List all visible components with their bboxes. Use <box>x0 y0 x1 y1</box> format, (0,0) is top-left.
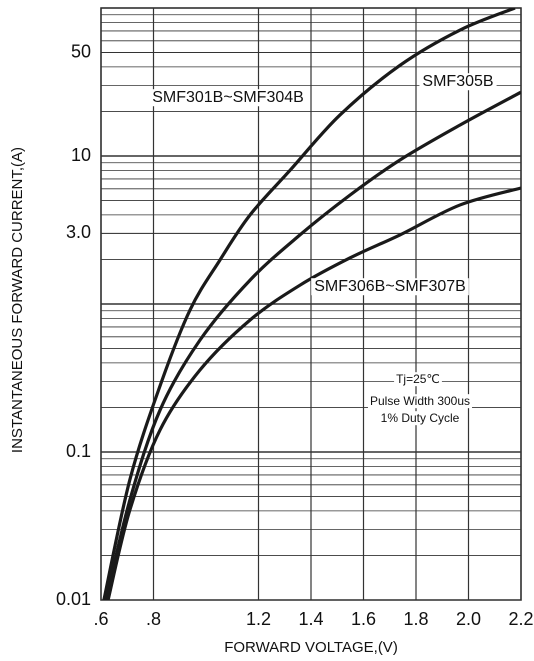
x-tick-label: .6 <box>93 609 108 629</box>
label-bg <box>378 411 462 426</box>
annotation: 1% Duty Cycle <box>381 411 460 425</box>
x-tick-label: 1.2 <box>246 609 271 629</box>
curve <box>106 186 521 600</box>
x-tick-label: 1.8 <box>403 609 428 629</box>
x-axis-label: FORWARD VOLTAGE,(V) <box>224 639 398 656</box>
label-bg <box>367 394 473 409</box>
y-tick-label: 3.0 <box>66 222 91 242</box>
curve <box>104 90 521 600</box>
label-bg <box>394 372 442 387</box>
series-label: SMF306B~SMF307B <box>314 278 466 295</box>
x-tick-label: 2.0 <box>456 609 481 629</box>
series-label: SMF301B~SMF304B <box>152 89 304 106</box>
y-tick-label: 10 <box>71 145 91 165</box>
y-axis-label: INSTANTANEOUS FORWARD CURRENT,(A) <box>9 147 26 453</box>
label-bg <box>311 278 469 296</box>
label-bg <box>419 73 497 91</box>
x-tick-label: 1.4 <box>298 609 323 629</box>
x-tick-label: 2.2 <box>508 609 533 629</box>
y-tick-label: 50 <box>71 41 91 61</box>
y-tick-label: 0.01 <box>56 589 91 609</box>
annotation: Pulse Width 300us <box>370 394 470 408</box>
x-tick-label: .8 <box>146 609 161 629</box>
label-bg <box>149 89 307 107</box>
curve <box>102 8 516 600</box>
annotation: Tj=25℃ <box>396 372 440 386</box>
x-tick-label: 1.6 <box>351 609 376 629</box>
y-tick-label: 0.1 <box>66 441 91 461</box>
series-label: SMF305B <box>422 73 493 90</box>
